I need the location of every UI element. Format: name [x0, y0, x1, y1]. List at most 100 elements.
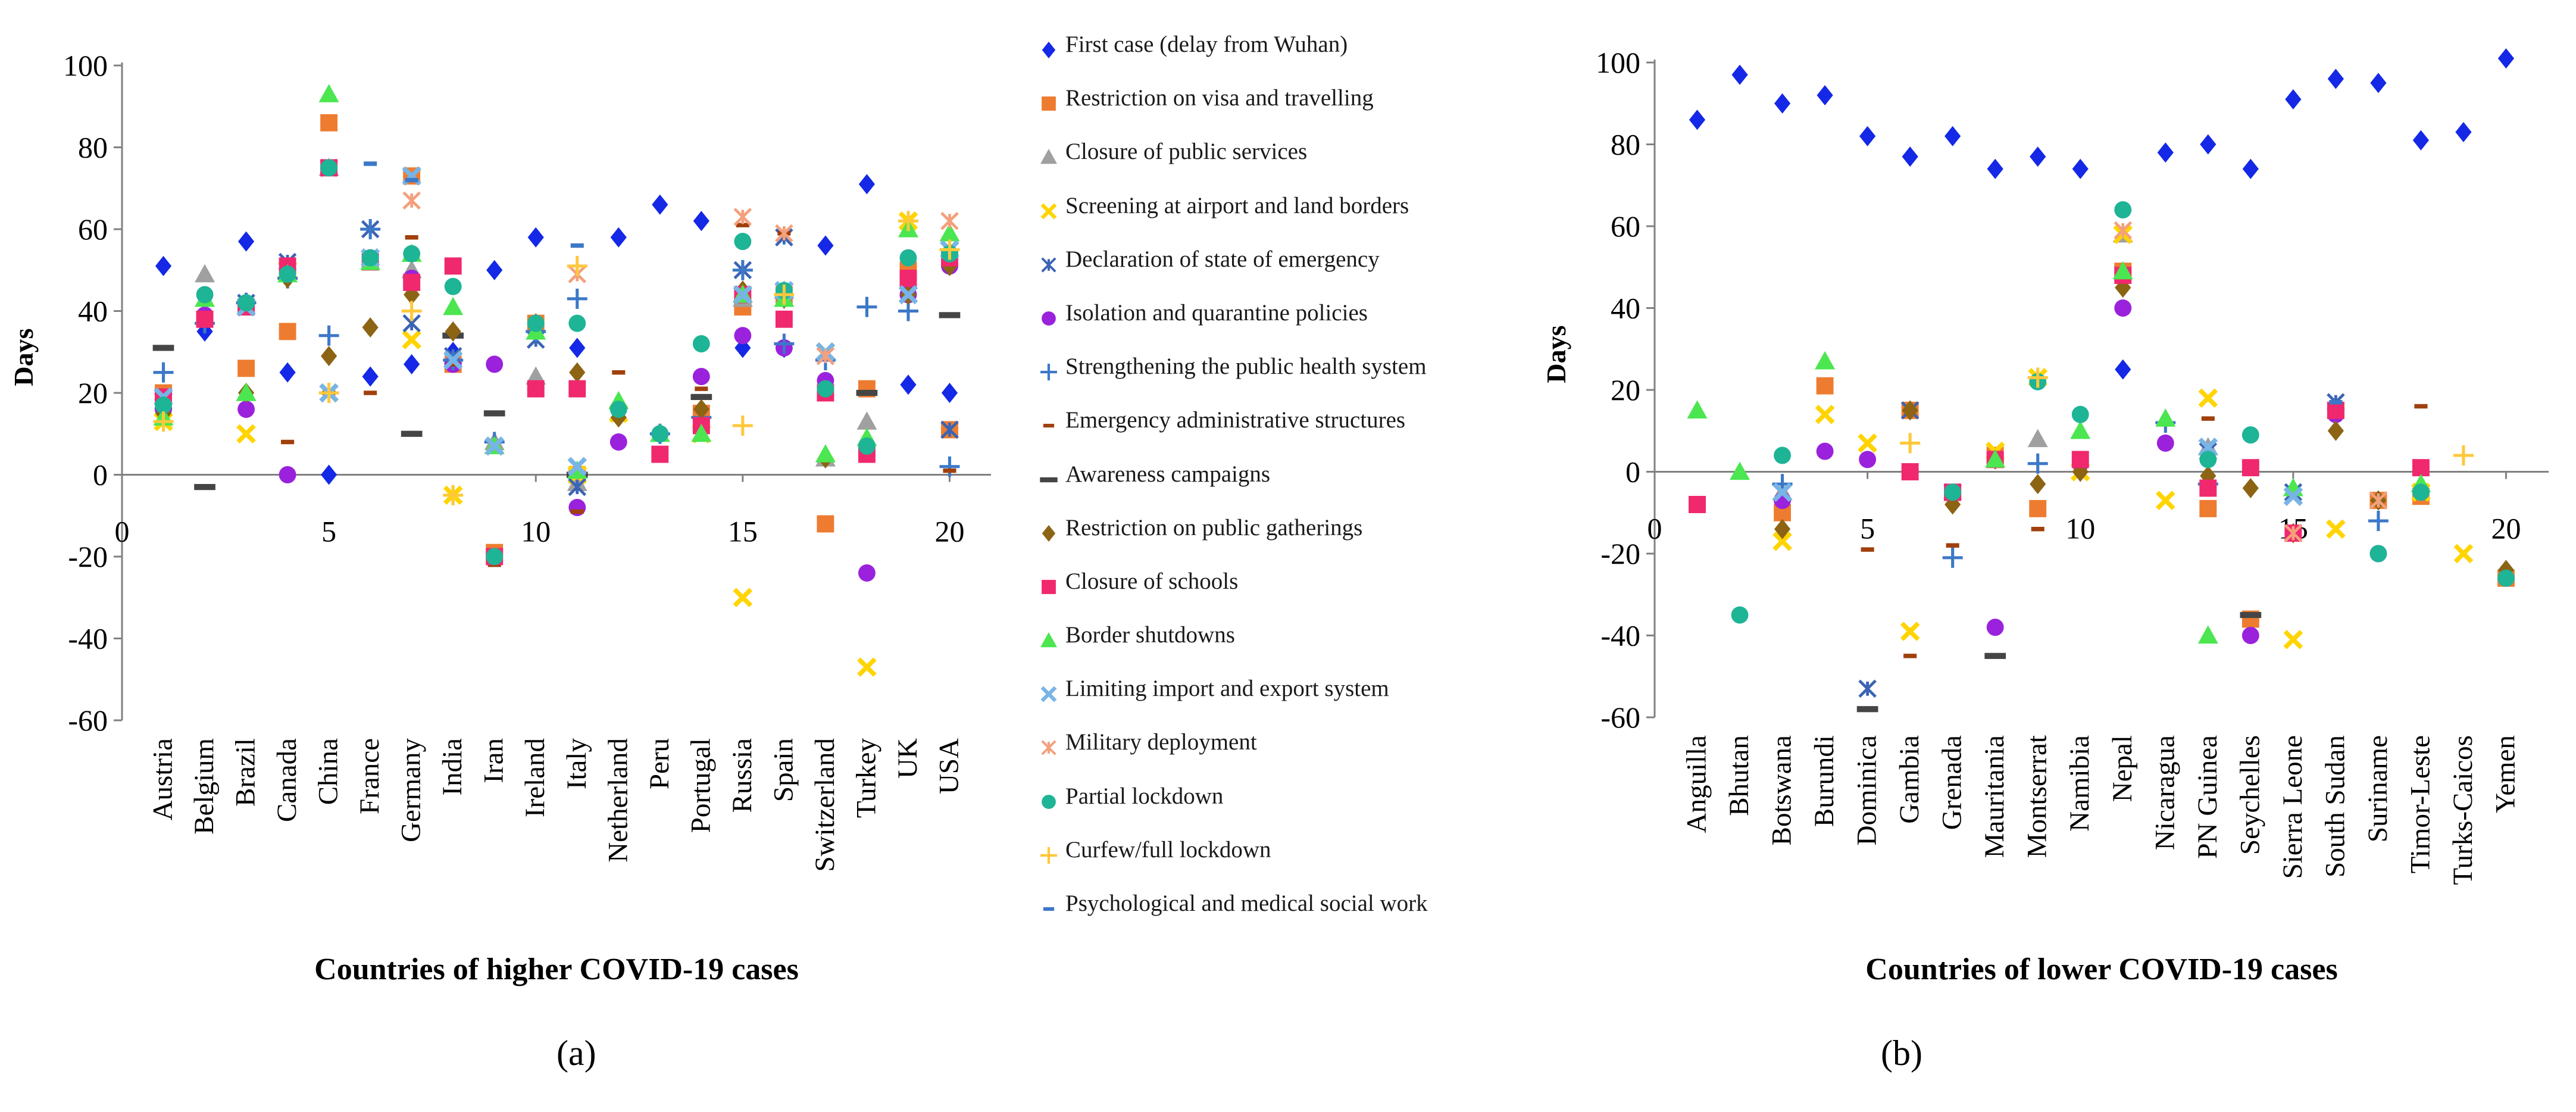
- chart-b-point-closure-of-schools-south-sudan: [2327, 401, 2344, 419]
- chart-b-x-tick-label: 5: [1860, 512, 1875, 545]
- chart-a-point-emergency-administrative-structures-france: [364, 391, 377, 395]
- chart-b-y-tick-label: 40: [1611, 292, 1640, 325]
- chart-a-point-restriction-on-public-gatherings-portugal: [693, 399, 709, 420]
- chart-a-point-restriction-on-visa-and-travelling-canada: [279, 323, 296, 341]
- chart-b-point-first-case-delay-from-wuhan-timor-leste: [2412, 130, 2430, 151]
- chart-a-point-isolation-and-quarantine-policies-iran: [486, 355, 504, 373]
- chart-b-point-partial-lockdown-botswana: [1774, 446, 1792, 464]
- chart-b-point-strengthening-the-public-health-system-montserrat: [2027, 453, 2048, 474]
- chart-b-point-restriction-on-public-gatherings-gambia: [1902, 400, 1918, 421]
- chart-a-y-tick-label: -20: [68, 540, 108, 573]
- chart-a-category-switzerland: Switzerland: [809, 738, 840, 872]
- chart-b-point-partial-lockdown-namibia: [2071, 405, 2089, 423]
- legend-marker-screening-at-airport-and-land-borders: [1040, 203, 1057, 219]
- chart-a-y-tick-label: -60: [68, 704, 108, 737]
- chart-a-point-partial-lockdown-italy: [568, 314, 586, 332]
- chart-a-point-first-case-delay-from-wuhan-brazil: [237, 231, 255, 252]
- chart-a-x-tick-label: 15: [728, 515, 758, 548]
- chart-b-point-psychological-and-medical-social-work-south-sudan: [2329, 399, 2343, 405]
- chart-b-point-strengthening-the-public-health-system-suriname: [2368, 511, 2389, 531]
- legend-label: Screening at airport and land borders: [1065, 192, 1409, 218]
- chart-b-category-nicaragua: Nicaragua: [2149, 735, 2180, 850]
- chart-a-category-turkey: Turkey: [851, 738, 881, 819]
- chart-a-category-india: India: [437, 738, 468, 796]
- chart-b-category-montserrat: Montserrat: [2022, 735, 2053, 858]
- chart-a-point-restriction-on-public-gatherings-china: [321, 346, 337, 367]
- chart-b-category-pn-guinea: PN Guinea: [2192, 735, 2223, 859]
- legend-marker-awareness-campaigns: [1040, 477, 1058, 482]
- chart-b-point-first-case-delay-from-wuhan-nicaragua: [2157, 142, 2174, 163]
- chart-b-point-screening-at-airport-and-land-borders-turks-caicos: [2453, 543, 2474, 564]
- legend-marker-psychological-and-medical-social-work: [1043, 907, 1055, 911]
- legend-label: Border shutdowns: [1065, 622, 1235, 648]
- chart-b-point-first-case-delay-from-wuhan-pn-guinea: [2200, 134, 2217, 155]
- legend-marker-declaration-of-state-of-emergency: [1041, 257, 1056, 273]
- chart-a-point-curfew-full-lockdown-china: [318, 383, 339, 403]
- chart-a-category-russia: Russia: [727, 738, 758, 813]
- chart-b-point-partial-lockdown-seychelles: [2242, 426, 2259, 444]
- chart-b-point-restriction-on-public-gatherings-south-sudan: [2327, 420, 2344, 441]
- legend-item-psychological-and-medical-social-work: Psychological and medical social work: [1012, 883, 1548, 936]
- chart-a-point-first-case-delay-from-wuhan-ireland: [527, 227, 544, 248]
- chart-b-point-partial-lockdown-yemen: [2497, 569, 2515, 587]
- chart-b-y-tick-label: 60: [1611, 210, 1640, 243]
- chart-a-point-first-case-delay-from-wuhan-france: [362, 366, 379, 387]
- chart-a-point-first-case-delay-from-wuhan-uk: [900, 374, 917, 395]
- legend-label: Awareness campaigns: [1065, 461, 1271, 487]
- legend-label: Closure of public services: [1065, 139, 1308, 165]
- chart-b-category-gambia: Gambia: [1894, 735, 1925, 824]
- chart-a-point-partial-lockdown-china: [320, 159, 338, 177]
- chart-a-point-closure-of-public-services-turkey: [856, 411, 877, 430]
- chart-a-y-tick-label: 60: [78, 213, 108, 246]
- chart-a-x-axis-label: Countries of higher COVID-19 cases: [314, 952, 799, 986]
- chart-b-point-screening-at-airport-and-land-borders-sierra-leone: [2283, 630, 2303, 649]
- chart-a-point-partial-lockdown-peru: [651, 425, 669, 443]
- chart-b-category-burundi: Burundi: [1809, 735, 1840, 827]
- chart-a-point-limiting-import-and-export-system-iran: [484, 436, 505, 456]
- chart-a-point-border-shutdowns-china: [318, 84, 339, 102]
- chart-b-point-limiting-import-and-export-system-sierra-leone: [2283, 486, 2303, 507]
- panel-label-a: (a): [557, 1033, 596, 1073]
- chart-b: -60-40-2002040608010005101520AnguillaBhu…: [1541, 46, 2549, 986]
- chart-a-point-emergency-administrative-structures-india: [446, 362, 460, 367]
- chart-b-point-declaration-of-state-of-emergency-dominica: [1858, 679, 1877, 698]
- chart-b-point-restriction-on-public-gatherings-montserrat: [2030, 474, 2046, 495]
- chart-a-point-strengthening-the-public-health-system-austria: [153, 362, 174, 383]
- chart-b-point-closure-of-schools-gambia: [1901, 463, 1919, 480]
- chart-b-point-border-shutdowns-burundi: [1815, 351, 1836, 370]
- chart-a-point-border-shutdowns-portugal: [691, 423, 712, 442]
- legend-marker-first-case-delay-from-wuhan: [1042, 42, 1056, 58]
- chart-a-y-tick-label: 20: [78, 376, 108, 410]
- chart-b-point-first-case-delay-from-wuhan-south-sudan: [2327, 68, 2344, 89]
- chart-a-x-tick-label: 20: [934, 515, 964, 548]
- chart-a-point-partial-lockdown-portugal: [692, 335, 710, 352]
- chart-b-point-curfew-full-lockdown-turks-caicos: [2453, 445, 2474, 466]
- chart-b-category-namibia: Namibia: [2064, 735, 2095, 832]
- chart-b-category-nepal: Nepal: [2107, 735, 2138, 802]
- chart-a-point-limiting-import-and-export-system-italy: [567, 457, 587, 477]
- chart-b-point-closure-of-schools-anguilla: [1689, 496, 1706, 513]
- chart-a-point-closure-of-schools-india: [444, 257, 462, 275]
- chart-b-point-closure-of-schools-pn-guinea: [2199, 479, 2217, 497]
- chart-a-point-screening-at-airport-and-land-borders-brazil: [236, 424, 256, 444]
- chart-a-point-strengthening-the-public-health-system-russia: [732, 260, 753, 280]
- chart-a-point-awareness-campaigns-usa: [939, 312, 961, 318]
- chart-a-point-emergency-administrative-structures-germany: [405, 235, 418, 240]
- legend-label: Strengthening the public health system: [1065, 354, 1427, 380]
- chart-b-point-first-case-delay-from-wuhan-gambia: [1902, 146, 1918, 167]
- chart-a-x-tick-label: 0: [115, 515, 130, 548]
- legend-item-emergency-administrative-structures: Emergency administrative structures: [1012, 399, 1548, 453]
- chart-b-y-tick-label: 20: [1611, 373, 1640, 407]
- chart-b-point-screening-at-airport-and-land-borders-burundi: [1815, 404, 1835, 424]
- chart-b-point-border-shutdowns-bhutan: [1730, 461, 1750, 480]
- chart-a-category-canada: Canada: [271, 738, 302, 822]
- chart-a-point-strengthening-the-public-health-system-china: [318, 325, 339, 346]
- chart-a-point-strengthening-the-public-health-system-italy: [567, 288, 587, 309]
- chart-b-category-turks-caicos: Turks-Caicos: [2447, 735, 2478, 885]
- legend-item-awareness-campaigns: Awareness campaigns: [1012, 454, 1548, 507]
- chart-a-point-strengthening-the-public-health-system-turkey: [856, 296, 877, 317]
- chart-a-point-first-case-delay-from-wuhan-canada: [279, 362, 296, 383]
- chart-a-category-france: France: [354, 738, 385, 814]
- chart-a-point-declaration-of-state-of-emergency-italy: [568, 477, 587, 496]
